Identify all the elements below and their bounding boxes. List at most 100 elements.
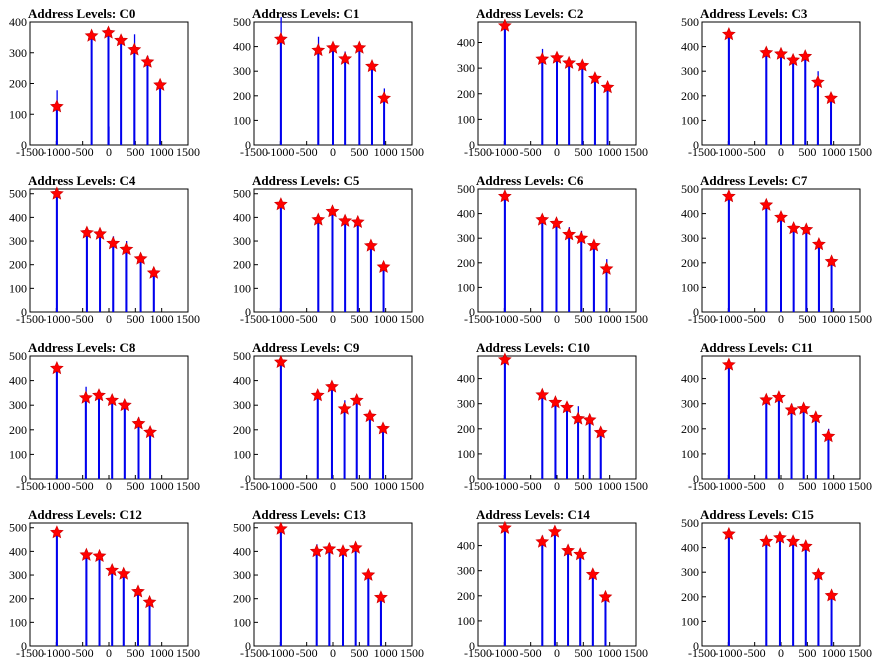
peak-marker xyxy=(811,237,826,251)
peak-marker xyxy=(571,411,585,425)
y-tick-label: 0 xyxy=(469,305,475,319)
x-tick-label: -500 xyxy=(296,312,318,326)
x-tick-label: 1000 xyxy=(150,145,174,159)
x-tick-label: -500 xyxy=(72,479,94,493)
x-tick-label: -1000 xyxy=(490,479,518,493)
y-tick-label: 100 xyxy=(9,107,27,121)
y-tick-label: 500 xyxy=(681,182,699,196)
x-tick-label: -500 xyxy=(520,145,542,159)
peak-marker xyxy=(798,539,813,553)
peak-marker xyxy=(273,31,288,46)
x-tick-label: -1500 xyxy=(16,312,44,326)
x-tick-label: 0 xyxy=(554,312,560,326)
x-tick-label: 1000 xyxy=(598,145,622,159)
x-tick-label: -500 xyxy=(296,479,318,493)
y-tick-label: 200 xyxy=(457,87,475,101)
x-tick-label: -1000 xyxy=(266,145,294,159)
y-tick-label: 200 xyxy=(681,256,699,270)
peak-marker xyxy=(599,261,614,275)
y-tick-label: 400 xyxy=(233,544,251,558)
peak-marker xyxy=(361,567,376,581)
x-tick-label: -1500 xyxy=(688,479,716,493)
y-tick-label: 100 xyxy=(457,614,475,628)
y-tick-label: 300 xyxy=(233,568,251,582)
x-tick-label: -1500 xyxy=(16,646,44,660)
x-tick-label: 0 xyxy=(778,312,784,326)
plot-frame xyxy=(253,355,413,480)
x-tick-label: -1500 xyxy=(688,145,716,159)
peak-marker xyxy=(49,99,64,113)
peak-marker xyxy=(311,212,326,226)
peak-marker xyxy=(273,354,288,369)
peak-marker xyxy=(119,242,134,256)
x-tick-label: -1000 xyxy=(266,312,294,326)
peak-marker xyxy=(771,390,786,404)
peak-marker xyxy=(759,534,774,548)
peak-marker xyxy=(810,75,825,89)
peak-marker xyxy=(373,590,388,604)
x-tick-label: 1500 xyxy=(176,145,200,159)
x-tick-label: -500 xyxy=(744,145,766,159)
x-tick-label: -1500 xyxy=(464,312,492,326)
peak-marker xyxy=(49,525,64,539)
chart-panel-4: Address Levels: C40100200300400500-1500-… xyxy=(9,173,200,326)
chart-panel-3: Address Levels: C30100200300400500-1500-… xyxy=(681,6,872,159)
peak-marker xyxy=(798,49,813,63)
peak-marker xyxy=(574,230,589,245)
peak-marker xyxy=(786,534,801,548)
y-tick-label: 0 xyxy=(245,639,251,653)
x-tick-label: 1000 xyxy=(598,479,622,493)
y-tick-label: 200 xyxy=(681,590,699,604)
chart-title: Address Levels: C7 xyxy=(700,173,808,188)
x-tick-label: 0 xyxy=(778,646,784,660)
y-tick-label: 100 xyxy=(681,113,699,127)
x-tick-label: 1000 xyxy=(374,479,398,493)
plot-frame xyxy=(253,522,413,647)
y-tick-label: 100 xyxy=(233,281,251,295)
chart-panel-1: Address Levels: C10100200300400500-1500-… xyxy=(233,6,424,159)
x-tick-label: 1000 xyxy=(822,646,846,660)
peak-marker xyxy=(127,42,142,56)
y-tick-label: 500 xyxy=(681,516,699,530)
peak-marker xyxy=(310,388,325,402)
x-tick-label: 500 xyxy=(798,145,816,159)
chart-title: Address Levels: C13 xyxy=(252,507,366,522)
y-tick-label: 300 xyxy=(9,568,27,582)
chart-title: Address Levels: C12 xyxy=(28,507,142,522)
y-tick-label: 200 xyxy=(233,89,251,103)
x-tick-label: -1000 xyxy=(42,479,70,493)
chart-panel-13: Address Levels: C13 0 100 200 300 400 500 -1500… xyxy=(233,507,424,660)
y-tick-label: 200 xyxy=(457,422,475,436)
x-tick-label: -500 xyxy=(520,479,542,493)
peak-marker xyxy=(549,216,564,230)
x-tick-label: 500 xyxy=(350,312,368,326)
peak-marker xyxy=(116,566,131,580)
y-tick-label: 500 xyxy=(233,349,251,363)
x-tick-label: 1500 xyxy=(176,312,200,326)
peak-marker xyxy=(363,238,378,252)
chart-panel-7: Address Levels: C70100200300400500-1500-… xyxy=(681,173,872,326)
x-tick-label: 1500 xyxy=(848,312,872,326)
plot-frame xyxy=(29,188,189,313)
peak-marker xyxy=(49,361,64,375)
peak-marker xyxy=(560,400,574,414)
x-tick-label: 1000 xyxy=(374,646,398,660)
x-tick-label: -1500 xyxy=(464,646,492,660)
y-tick-label: 400 xyxy=(681,207,699,221)
peak-marker xyxy=(562,55,577,69)
x-tick-label: 0 xyxy=(330,646,336,660)
peak-marker xyxy=(338,213,353,227)
peak-marker xyxy=(146,265,161,279)
x-tick-label: -1500 xyxy=(464,145,492,159)
peak-marker xyxy=(497,18,512,32)
peak-marker xyxy=(774,46,788,60)
x-tick-label: 500 xyxy=(574,312,592,326)
x-tick-label: 1500 xyxy=(848,646,872,660)
peak-marker xyxy=(535,212,550,226)
peak-marker xyxy=(548,395,563,409)
peak-marker xyxy=(348,540,363,554)
chart-panel-0: Address Levels: C0 0 100 200 300 400 -1500-100… xyxy=(9,6,200,159)
y-tick-label: 400 xyxy=(9,544,27,558)
peak-marker xyxy=(587,71,602,85)
peak-marker xyxy=(273,521,288,535)
